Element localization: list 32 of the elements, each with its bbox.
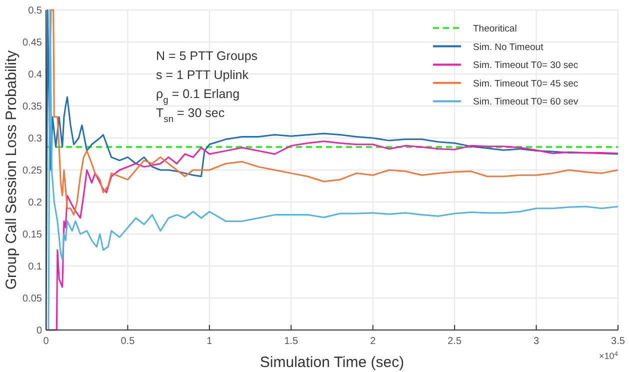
y-tick-label: 0.2 (28, 198, 42, 208)
annotation: ρ$_{g}$ = 0.1 Erlang (156, 87, 240, 105)
legend-label: Sim. Timeout T0= 30 sec (473, 60, 578, 72)
x-tick-label: 0 (43, 336, 50, 347)
legend-label: Theoritical (473, 24, 517, 34)
annotation: N = 5 PTT Groups (156, 49, 258, 63)
y-tick-label: 0.4 (28, 70, 42, 80)
y-tick-label: 0 (36, 326, 42, 336)
x-tick-label: 1 (206, 336, 213, 347)
y-tick-label: 0.1 (28, 262, 42, 272)
x-tick-label: 1.5 (284, 336, 299, 347)
legend-label: Sim. Timeout T0= 60 sev (473, 96, 578, 108)
y-tick-label: 0.25 (22, 166, 42, 176)
y-tick-label: 0.45 (22, 38, 42, 48)
text: ×10$^{4}$ (598, 350, 618, 361)
annotation: T$_{sn}$ = 30 sec (156, 106, 225, 124)
legend-label: Sim. Timeout T0= 45 sec (473, 78, 578, 90)
y-tick-label: 0.5 (28, 6, 42, 16)
legend-label: Sim. No Timeout (473, 42, 544, 53)
y-axis-title: Group Call Session Loss Probability (3, 50, 20, 290)
y-tick-label: 0.15 (22, 230, 42, 240)
x-axis-title: Simulation Time (sec) (260, 354, 404, 371)
y-tick-label: 0.35 (22, 102, 42, 112)
x-tick-label: 3 (534, 336, 540, 347)
y-tick-label: 0.3 (28, 134, 42, 144)
y-tick-label: 0.05 (22, 294, 42, 304)
line-series (48, 9, 618, 216)
annotation: s = 1 PTT Uplink (156, 68, 250, 82)
x-tick-label: 0.5 (120, 336, 136, 347)
x-tick-label: 2 (370, 336, 376, 347)
x-tick-label: 2.5 (448, 336, 462, 347)
x-tick-label: 3.5 (611, 336, 626, 347)
